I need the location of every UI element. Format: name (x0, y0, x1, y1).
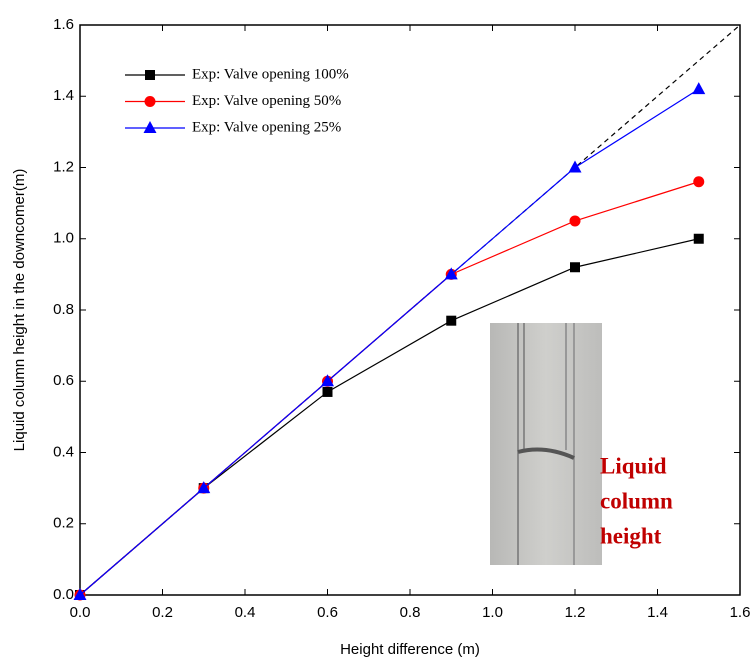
data-point (73, 588, 87, 600)
legend-label: Exp: Valve opening 100% (192, 66, 349, 82)
x-tick-label: 0.6 (317, 604, 338, 621)
legend-label: Exp: Valve opening 50% (192, 93, 341, 109)
legend-marker (144, 96, 156, 107)
data-point (197, 481, 211, 494)
x-tick-label: 1.2 (565, 604, 586, 621)
y-tick-label: 1.2 (53, 158, 74, 175)
x-tick-label: 1.0 (482, 604, 503, 621)
data-point (322, 386, 333, 397)
x-tick-label: 0.2 (152, 604, 173, 621)
y-axis-label: Liquid column height in the downcomer(m) (11, 169, 28, 452)
y-tick-label: 0.8 (53, 301, 74, 318)
annotation: Liquid (600, 453, 667, 478)
data-point (693, 233, 704, 244)
data-point (444, 267, 458, 280)
inset-photo (490, 323, 602, 565)
x-tick-label: 0.0 (70, 604, 91, 621)
y-tick-label: 1.4 (53, 87, 74, 104)
y-tick-label: 0.2 (53, 515, 74, 532)
annotation: height (600, 523, 662, 548)
y-tick-label: 1.0 (53, 230, 74, 247)
y-tick-label: 1.6 (53, 16, 74, 33)
data-point (692, 82, 706, 95)
series-line (79, 88, 700, 596)
x-axis-label: Height difference (m) (340, 641, 480, 658)
annotation: column (600, 488, 673, 513)
data-point (321, 374, 334, 387)
data-point (446, 315, 457, 326)
data-point (693, 176, 705, 188)
x-tick-label: 1.6 (730, 604, 751, 621)
x-tick-label: 0.4 (235, 604, 256, 621)
data-point (568, 160, 582, 173)
y-tick-label: 0.0 (53, 586, 74, 603)
x-tick-label: 0.8 (400, 604, 421, 621)
x-tick-label: 1.4 (647, 604, 668, 621)
data-point (570, 262, 580, 273)
data-point (569, 215, 581, 227)
legend-marker (143, 121, 157, 133)
legend-marker (145, 70, 155, 80)
legend-label: Exp: Valve opening 25% (192, 119, 341, 135)
y-tick-label: 0.4 (53, 443, 74, 460)
y-tick-label: 0.6 (53, 372, 74, 389)
